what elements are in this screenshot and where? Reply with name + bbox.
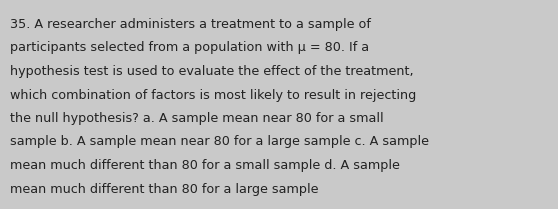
Text: participants selected from a population with μ = 80. If a: participants selected from a population … [10, 42, 369, 55]
Text: sample b. A sample mean near 80 for a large sample c. A sample: sample b. A sample mean near 80 for a la… [10, 135, 429, 149]
Text: which combination of factors is most likely to result in rejecting: which combination of factors is most lik… [10, 88, 416, 102]
Text: mean much different than 80 for a large sample: mean much different than 80 for a large … [10, 182, 319, 195]
Text: 35. A researcher administers a treatment to a sample of: 35. A researcher administers a treatment… [10, 18, 371, 31]
Text: the null hypothesis? a. A sample mean near 80 for a small: the null hypothesis? a. A sample mean ne… [10, 112, 384, 125]
Text: mean much different than 80 for a small sample d. A sample: mean much different than 80 for a small … [10, 159, 400, 172]
Text: hypothesis test is used to evaluate the effect of the treatment,: hypothesis test is used to evaluate the … [10, 65, 413, 78]
